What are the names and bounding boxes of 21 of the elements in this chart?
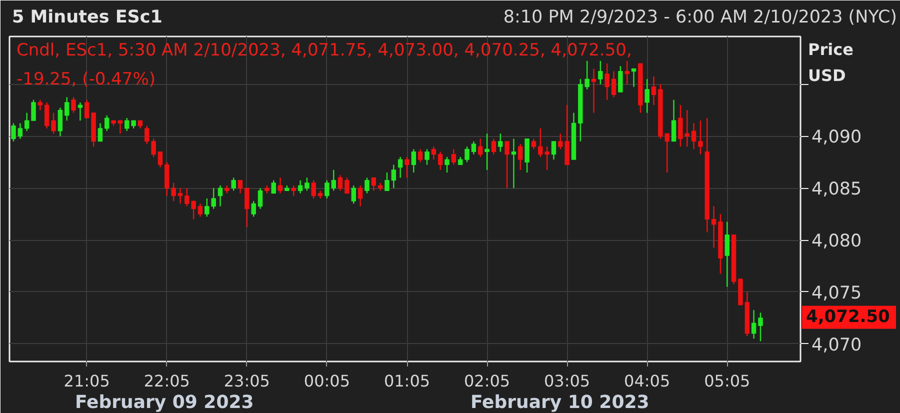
y-tick-label: 4,085 — [812, 180, 862, 200]
x-tick-label: 02:05 — [464, 372, 510, 390]
x-tick-label: 00:05 — [304, 372, 350, 390]
text: February 09 2023 — [74, 392, 254, 413]
x-tick-label: 03:05 — [544, 372, 590, 390]
text: 4,072.50 — [802, 306, 896, 329]
y-tick-label: 4,080 — [812, 232, 862, 252]
y-axis-title: Price USD — [808, 39, 854, 87]
annotation: Cndl, ESc1, 5:30 AM 2/10/2023, 4,071.75, 4,073.00, 4,070.25, 4,072.50, -19.25, (-0.47%) — [16, 40, 632, 90]
x-tick-label: 01:05 — [384, 372, 430, 390]
chart-title: 5 Minutes ESc1 — [12, 8, 162, 28]
y-tick-label: 4,070 — [812, 335, 862, 356]
x-tick-label: 22:05 — [144, 372, 190, 390]
x-tick-label: 05:05 — [704, 372, 750, 390]
y-tick-label: 4,090 — [812, 128, 862, 148]
text: February 10 2023 — [470, 392, 650, 413]
x-tick-label: 23:05 — [224, 372, 270, 390]
x-tick-label: 21:05 — [64, 372, 110, 390]
chart-subtitle: 8:10 PM 2/9/2023 - 6:00 AM 2/10/2023 (NYC) — [503, 8, 897, 28]
y-tick-label: 4,075 — [812, 283, 862, 304]
x-tick-label: 04:05 — [624, 372, 670, 390]
